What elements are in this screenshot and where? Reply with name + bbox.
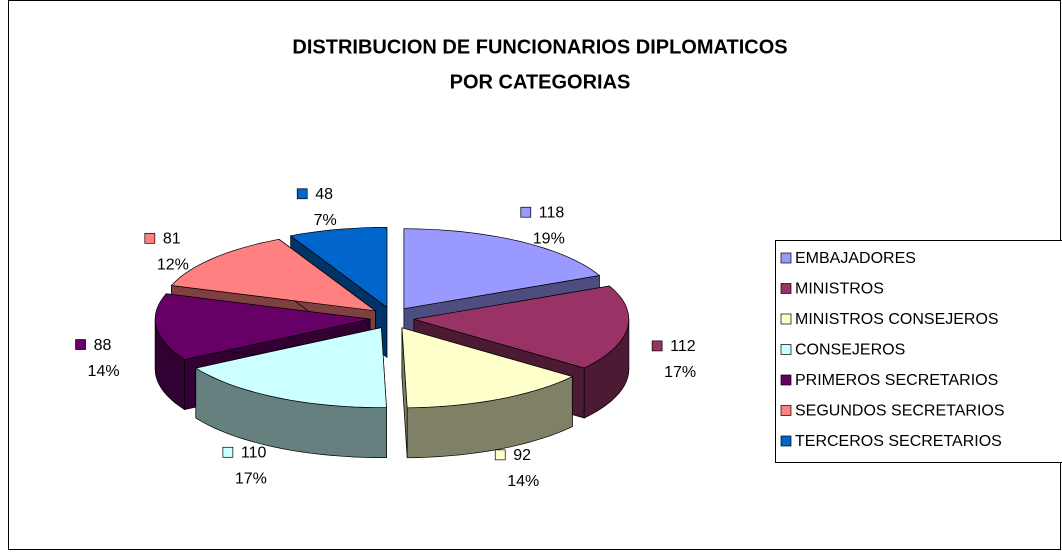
label-marker bbox=[521, 207, 531, 217]
legend-swatch bbox=[781, 375, 791, 385]
data-label-percent: 14% bbox=[507, 473, 539, 490]
legend-swatch bbox=[781, 284, 791, 294]
legend-label: PRIMEROS SECRETARIOS bbox=[795, 372, 998, 389]
legend-swatch bbox=[781, 253, 791, 263]
chart-title: POR CATEGORIAS bbox=[450, 71, 631, 93]
label-marker bbox=[223, 447, 233, 457]
data-label-percent: 7% bbox=[314, 212, 337, 229]
label-marker bbox=[297, 189, 307, 199]
data-label: 92 bbox=[513, 447, 531, 464]
label-marker bbox=[652, 341, 662, 351]
data-label-percent: 14% bbox=[88, 363, 120, 380]
label-marker bbox=[495, 450, 505, 460]
data-label: 81 bbox=[163, 231, 181, 248]
data-label-percent: 12% bbox=[157, 257, 189, 274]
legend-label: TERCEROS SECRETARIOS bbox=[795, 433, 1002, 450]
legend-swatch bbox=[781, 345, 791, 355]
legend-swatch bbox=[781, 436, 791, 446]
data-label: 48 bbox=[315, 186, 333, 203]
legend-swatch bbox=[781, 406, 791, 416]
data-label: 118 bbox=[539, 204, 565, 221]
legend-label: SEGUNDOS SECRETARIOS bbox=[795, 403, 1005, 420]
label-marker bbox=[145, 233, 155, 243]
data-label: 110 bbox=[241, 445, 267, 462]
legend-label: CONSEJEROS bbox=[795, 342, 905, 359]
data-label: 112 bbox=[670, 338, 696, 355]
chart-title: DISTRIBUCION DE FUNCIONARIOS DIPLOMATICO… bbox=[292, 36, 787, 58]
data-label-percent: 17% bbox=[235, 471, 267, 488]
legend-label: EMBAJADORES bbox=[795, 250, 916, 267]
data-label-percent: 17% bbox=[664, 364, 696, 381]
label-marker bbox=[76, 340, 86, 350]
data-label-percent: 19% bbox=[533, 230, 565, 247]
legend-label: MINISTROS bbox=[795, 281, 884, 298]
legend-swatch bbox=[781, 314, 791, 324]
data-label: 88 bbox=[94, 337, 112, 354]
legend-label: MINISTROS CONSEJEROS bbox=[795, 311, 999, 328]
